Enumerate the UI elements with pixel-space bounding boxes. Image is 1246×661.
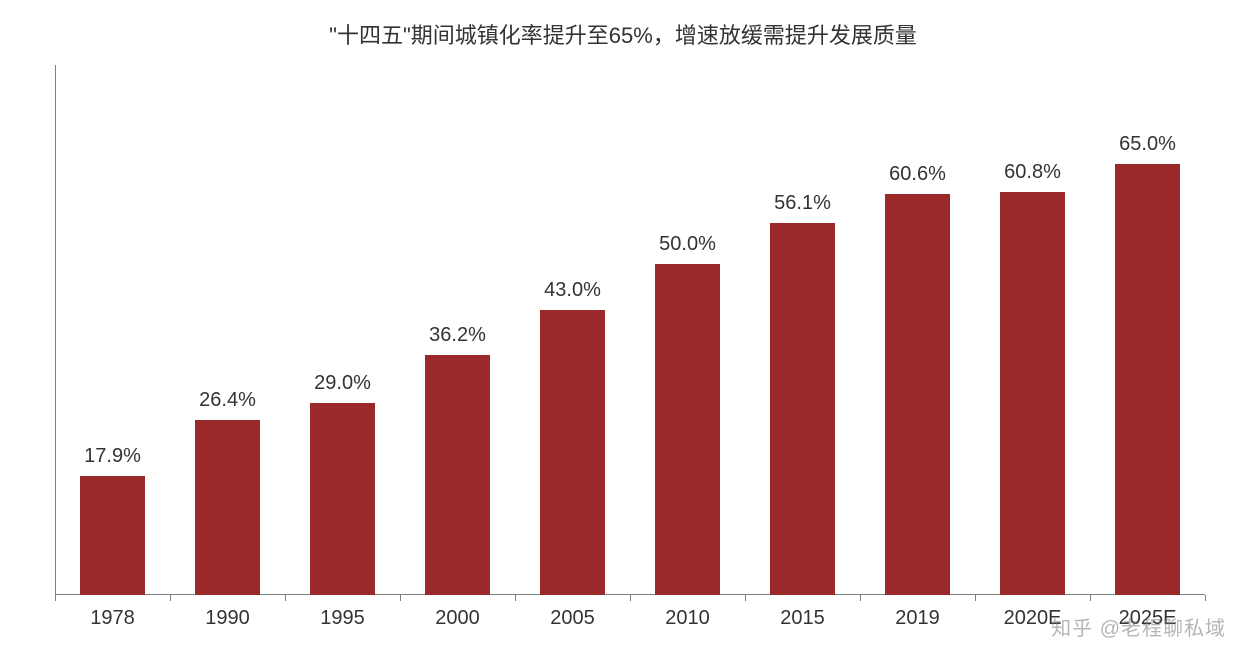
bar <box>1000 192 1064 595</box>
x-axis-category-label: 2019 <box>860 607 975 630</box>
bar-value-label: 56.1% <box>745 192 860 215</box>
bar <box>770 223 834 595</box>
x-axis-category-label: 2005 <box>515 607 630 630</box>
bar-value-label: 65.0% <box>1090 133 1205 156</box>
x-axis-tick <box>55 595 56 601</box>
x-axis-tick <box>860 595 861 601</box>
x-axis-category-label: 1978 <box>55 607 170 630</box>
bar-group: 26.4% <box>195 65 259 595</box>
bar-group: 43.0% <box>540 65 604 595</box>
x-axis-category-label: 1990 <box>170 607 285 630</box>
bar-value-label: 43.0% <box>515 279 630 302</box>
x-axis-tick <box>745 595 746 601</box>
bar <box>655 264 719 595</box>
x-axis-category-label: 2015 <box>745 607 860 630</box>
bars-layer: 17.9%26.4%29.0%36.2%43.0%50.0%56.1%60.6%… <box>55 65 1205 595</box>
bar-value-label: 36.2% <box>400 324 515 347</box>
bar <box>80 476 144 595</box>
bar-value-label: 17.9% <box>55 445 170 468</box>
bar <box>540 310 604 595</box>
bar <box>425 355 489 595</box>
bar <box>1115 164 1179 595</box>
bar <box>885 194 949 595</box>
chart-container: "十四五"期间城镇化率提升至65%，增速放缓需提升发展质量 17.9% 26.4%… <box>0 0 1246 661</box>
x-axis-tick <box>285 595 286 601</box>
x-axis-tick <box>170 595 171 601</box>
bar-group: 36.2% <box>425 65 489 595</box>
x-axis-category-label: 2020E <box>975 607 1090 630</box>
bar-value-label: 26.4% <box>170 389 285 412</box>
plot-area: 17.9%26.4%29.0%36.2%43.0%50.0%56.1%60.6%… <box>55 65 1205 595</box>
bar-group: 50.0% <box>655 65 719 595</box>
x-axis-category-label: 2010 <box>630 607 745 630</box>
chart-title: "十四五"期间城镇化率提升至65%，增速放缓需提升发展质量 <box>0 18 1246 50</box>
bar <box>195 420 259 595</box>
bar-value-label: 29.0% <box>285 372 400 395</box>
bar-group: 60.8% <box>1000 65 1064 595</box>
x-axis-tick <box>515 595 516 601</box>
x-axis-tick <box>630 595 631 601</box>
bar-group: 56.1% <box>770 65 834 595</box>
bar-value-label: 50.0% <box>630 233 745 256</box>
bar-group: 60.6% <box>885 65 949 595</box>
bar-value-label: 60.6% <box>860 163 975 186</box>
x-axis-tick <box>975 595 976 601</box>
x-axis-tick <box>1090 595 1091 601</box>
bar <box>310 403 374 595</box>
bar-group: 17.9% <box>80 65 144 595</box>
bar-value-label: 60.8% <box>975 161 1090 184</box>
x-axis-category-label: 2000 <box>400 607 515 630</box>
x-axis-category-label: 2025E <box>1090 607 1205 630</box>
bar-group: 65.0% <box>1115 65 1179 595</box>
x-axis-category-label: 1995 <box>285 607 400 630</box>
x-axis-tick <box>400 595 401 601</box>
x-axis-tick <box>1205 595 1206 601</box>
bar-group: 29.0% <box>310 65 374 595</box>
